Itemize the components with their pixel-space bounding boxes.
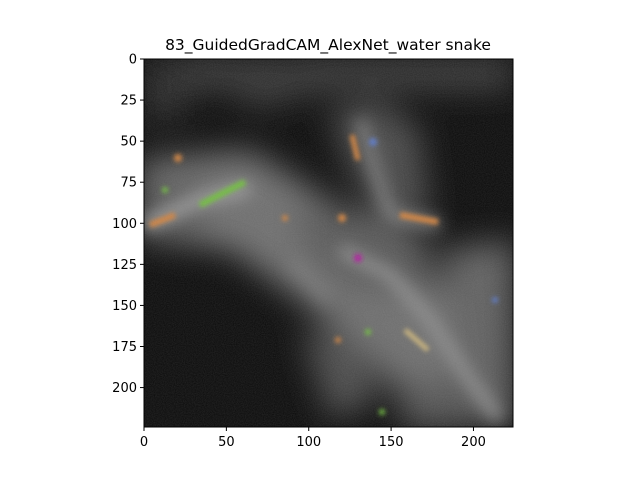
y-tick-label: 200: [112, 381, 137, 396]
y-axis: 0 25 50 75 100 125 150 175 200: [112, 53, 144, 396]
y-tick-label: 175: [112, 340, 137, 355]
chart-title: 83_GuidedGradCAM_AlexNet_water snake: [165, 36, 491, 55]
x-tick-label: 150: [379, 435, 404, 450]
x-tick-label: 0: [140, 435, 148, 450]
heatmap-grain: [144, 59, 513, 427]
y-tick-label: 25: [120, 94, 137, 109]
axes-frame: [143, 58, 514, 428]
y-tick-label: 0: [129, 53, 137, 68]
x-tick-label: 200: [461, 435, 486, 450]
x-axis: 0 50 100 150 200: [140, 427, 486, 450]
y-tick-label: 100: [112, 217, 137, 232]
x-tick-label: 50: [218, 435, 235, 450]
y-tick-label: 125: [112, 258, 137, 273]
y-tick-label: 75: [120, 176, 137, 191]
x-tick-label: 100: [296, 435, 321, 450]
heatmap-image: [144, 59, 513, 427]
y-tick-label: 150: [112, 299, 137, 314]
y-tick-label: 50: [120, 135, 137, 150]
